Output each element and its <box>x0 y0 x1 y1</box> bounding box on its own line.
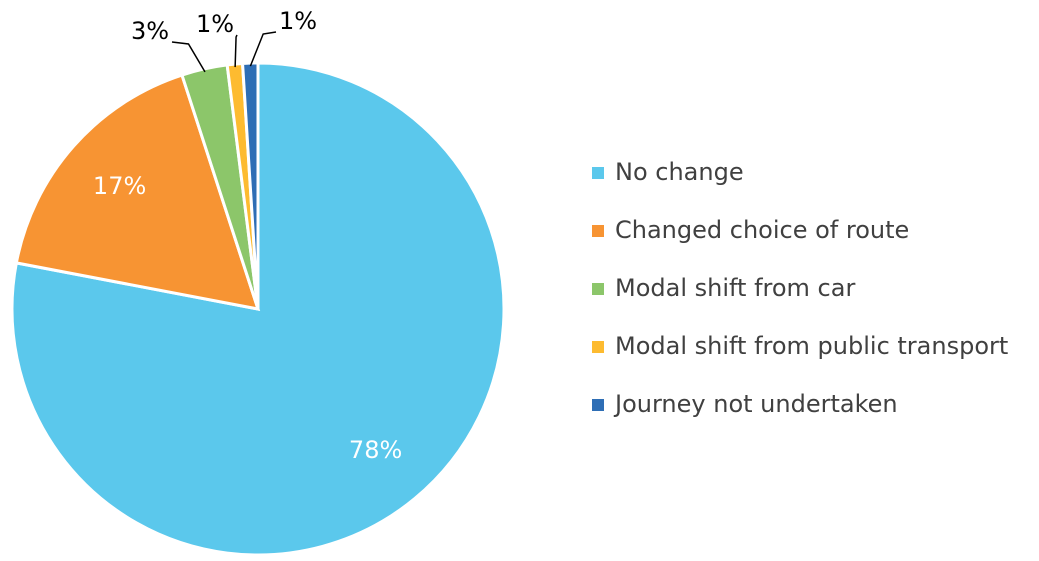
legend-swatch <box>592 225 604 237</box>
legend-label: No change <box>615 158 744 186</box>
pie-slice <box>14 73 261 311</box>
data-label: 78% <box>349 436 402 464</box>
data-label: 17% <box>93 172 146 200</box>
leader-line <box>234 34 238 68</box>
legend-swatch <box>592 399 604 411</box>
legend-label: Modal shift from public transport <box>615 332 1008 360</box>
data-label: 1% <box>279 7 317 35</box>
legend-label: Changed choice of route <box>615 216 909 244</box>
leader-line <box>249 31 277 67</box>
leader-line <box>171 41 206 73</box>
legend-swatch <box>592 283 604 295</box>
legend-label: Modal shift from car <box>615 274 855 302</box>
data-label: 3% <box>131 17 169 45</box>
legend-swatch <box>592 167 604 179</box>
legend-label: Journey not undertaken <box>613 390 898 418</box>
pie-slice <box>240 61 260 310</box>
legend-swatch <box>592 341 604 353</box>
data-label: 1% <box>196 10 234 38</box>
